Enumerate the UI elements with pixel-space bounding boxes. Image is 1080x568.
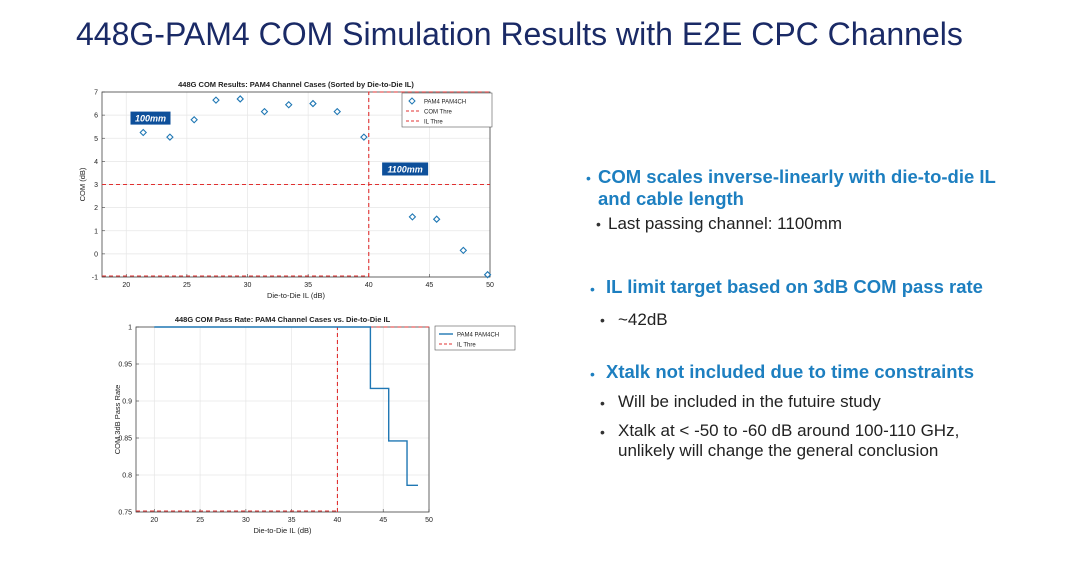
sub-bullet-marker: •: [600, 395, 605, 411]
data-point: [360, 133, 368, 141]
sub-bullet-marker: •: [600, 424, 605, 440]
y-tick-label: 3: [94, 182, 98, 189]
sub-bullet-marker: •: [596, 216, 601, 232]
data-point: [309, 99, 317, 108]
data-point: [432, 215, 441, 223]
y-tick-label: -1: [92, 275, 98, 282]
series-line: [154, 326, 419, 487]
sub-bullet-future-study: Will be included in the futuire study: [618, 392, 881, 411]
data-point: [483, 270, 492, 279]
y-axis-label: COM 3dB Pass Rate: [113, 385, 122, 455]
com-results-chart: 448G COM Results: PAM4 Channel Cases (So…: [78, 80, 494, 300]
y-axis-label: COM (dB): [78, 167, 87, 201]
data-point: [333, 107, 342, 116]
y-tick-label: 6: [94, 113, 98, 120]
legend-label: PAM4 PAM4CH: [457, 333, 499, 339]
x-axis-label: Die-to-Die IL (dB): [267, 291, 326, 300]
data-point: [190, 115, 198, 124]
data-point: [166, 133, 174, 141]
x-tick-label: 25: [196, 517, 204, 524]
bullet-xtalk: Xtalk not included due to time constrain…: [606, 361, 974, 382]
x-tick-label: 20: [150, 517, 158, 524]
data-point: [139, 128, 148, 137]
legend-box: [434, 325, 516, 351]
data-point: [260, 107, 269, 116]
sub-bullet-last-passing: Last passing channel: 1100mm: [608, 214, 843, 233]
data-point: [408, 213, 417, 221]
data-point: [236, 95, 245, 103]
bullet-com-scaling: COM scales inverse-linearly with die-to-…: [598, 166, 996, 209]
x-tick-label: 45: [379, 517, 387, 524]
x-tick-label: 35: [288, 517, 296, 524]
legend-label: IL Thre: [424, 120, 443, 126]
y-tick-label: 0.75: [118, 510, 132, 517]
y-tick-label: 0.85: [118, 436, 132, 443]
chart-title: 448G COM Results: PAM4 Channel Cases (So…: [178, 80, 414, 89]
bullet-il-limit: IL limit target based on 3dB COM pass ra…: [606, 276, 983, 297]
x-axis-label: Die-to-Die IL (dB): [253, 526, 312, 535]
legend-label: IL Thre: [457, 343, 476, 349]
x-tick-label: 30: [244, 282, 252, 289]
bullet-marker: •: [586, 170, 591, 186]
y-tick-label: 0.9: [122, 399, 132, 406]
annotation-label: 1100mm: [387, 164, 422, 174]
x-tick-label: 35: [304, 282, 312, 289]
y-tick-label: 7: [94, 90, 98, 97]
x-tick-label: 45: [425, 282, 433, 289]
data-point: [284, 100, 293, 109]
chart-title: 448G COM Pass Rate: PAM4 Channel Cases v…: [175, 315, 391, 324]
slide-title: 448G-PAM4 COM Simulation Results with E2…: [76, 16, 963, 52]
bullet-marker: •: [590, 366, 595, 382]
annotation-label: 100mm: [135, 114, 166, 124]
legend-label: PAM4 PAM4CH: [424, 100, 466, 106]
sub-bullet-xtalk-level: Xtalk at < -50 to -60 dB around 100-110 …: [618, 421, 960, 460]
annotation-box: [130, 111, 171, 125]
x-tick-label: 25: [183, 282, 191, 289]
annotation-box: [382, 162, 429, 176]
y-tick-label: 2: [94, 205, 98, 212]
x-tick-label: 50: [486, 282, 494, 289]
y-tick-label: 4: [94, 159, 98, 166]
x-tick-label: 30: [242, 517, 250, 524]
y-tick-label: 0.8: [122, 473, 132, 480]
plot-area: [136, 327, 429, 512]
sub-bullet-42db: ~42dB: [618, 310, 668, 329]
legend-label: COM Thre: [424, 110, 453, 116]
y-tick-label: 1: [94, 228, 98, 235]
bullet-marker: •: [590, 281, 595, 297]
x-tick-label: 50: [425, 517, 433, 524]
data-point: [459, 246, 468, 255]
com-pass-rate-chart: 448G COM Pass Rate: PAM4 Channel Cases v…: [113, 315, 516, 535]
y-tick-label: 0.95: [118, 362, 132, 369]
data-point: [212, 96, 220, 104]
sub-bullet-marker: •: [600, 312, 605, 328]
legend-marker: [408, 97, 416, 105]
y-tick-label: 0: [94, 251, 98, 258]
x-tick-label: 20: [122, 282, 130, 289]
y-tick-label: 5: [94, 136, 98, 143]
x-tick-label: 40: [365, 282, 373, 289]
il-threshold-line: [368, 91, 490, 277]
x-tick-label: 40: [334, 517, 342, 524]
y-tick-label: 1: [128, 325, 132, 332]
